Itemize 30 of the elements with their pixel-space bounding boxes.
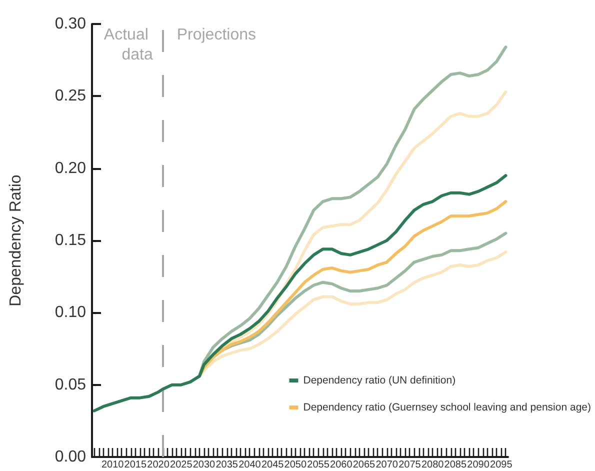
y-tick-label: 0.20	[54, 160, 86, 177]
x-tick-label: 2085	[444, 460, 467, 470]
y-tick-label: 0.05	[54, 376, 86, 394]
x-tick-label: 2050	[284, 460, 307, 470]
y-tick-label: 0.15	[54, 232, 86, 249]
x-tick-label: 2080	[421, 460, 444, 470]
y-tick-label: 0.10	[54, 304, 86, 322]
x-tick-label: 2035	[216, 460, 238, 470]
x-tick-label: 2070	[376, 460, 398, 470]
x-tick-label: 2095	[490, 460, 513, 470]
annotation: Actual data	[104, 26, 153, 64]
x-tick-label: 2045	[261, 460, 284, 470]
y-axis-title: Dependency Ratio	[8, 174, 24, 306]
x-tick-label: 2090	[467, 460, 490, 470]
annotation: Projections	[176, 26, 256, 44]
x-tick-label: 2060	[330, 460, 353, 470]
x-tick-label: 2040	[238, 460, 262, 470]
y-tick-label: 0.00	[54, 448, 86, 466]
x-tick-label: 2065	[352, 460, 376, 470]
x-tick-label: 2020	[147, 460, 170, 470]
x-tick-label: 2055	[307, 460, 330, 470]
x-tick-label: 2025	[170, 460, 193, 470]
y-tick-label: 0.25	[54, 88, 86, 105]
y-tick-label: 0.30	[54, 16, 86, 32]
legend-label: Dependency ratio (Guernsey school leaving and pension age)	[303, 402, 591, 414]
x-tick-label: 2075	[398, 460, 422, 470]
x-tick-label: 2015	[124, 460, 147, 470]
x-tick-label: 2030	[192, 460, 216, 470]
legend-label: Dependency ratio (UN definition)	[303, 374, 456, 386]
x-tick-label: 2010	[101, 460, 124, 470]
